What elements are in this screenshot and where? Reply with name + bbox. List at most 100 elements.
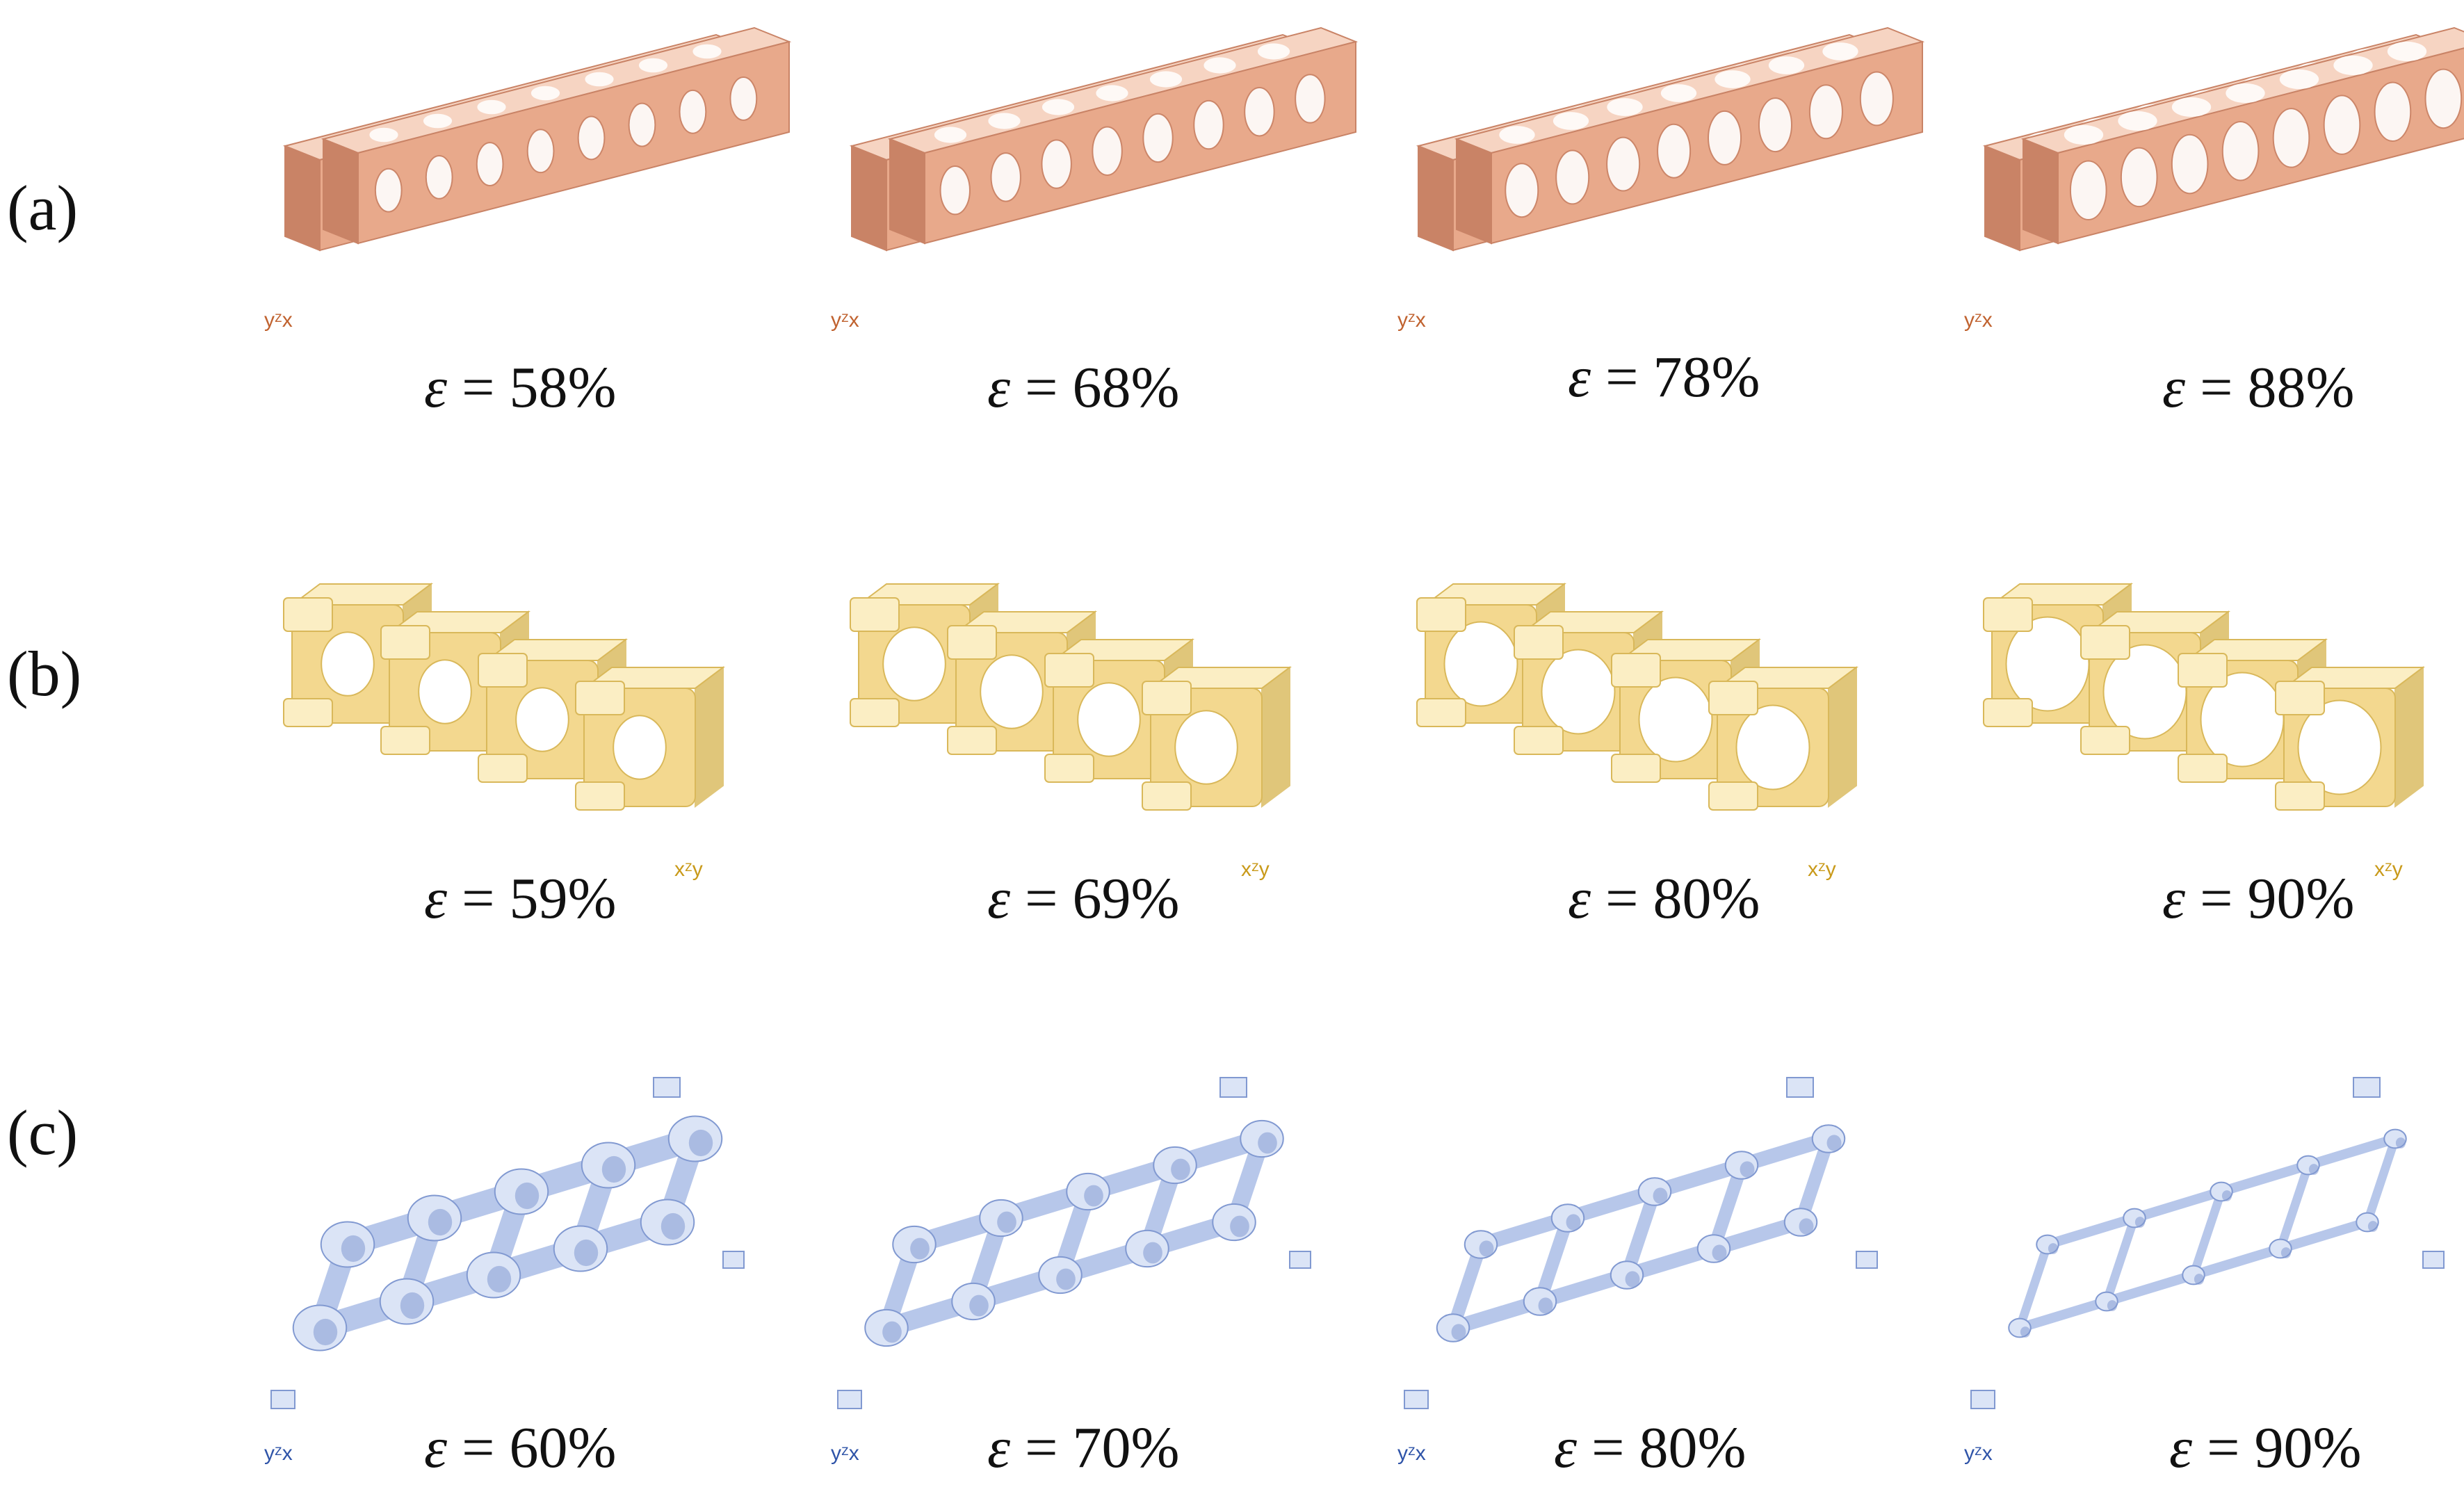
node-block <box>1611 653 1661 688</box>
hole <box>1708 110 1742 165</box>
axis-label: yᶻx <box>264 309 293 332</box>
node-shade <box>2020 1326 2031 1338</box>
hole <box>990 152 1021 202</box>
axis-triad: yᶻx <box>1964 1442 1993 1465</box>
beam-end-face <box>1418 145 1454 252</box>
end-block <box>1289 1251 1311 1269</box>
axis-triad: xᶻy <box>674 858 703 881</box>
caption-a3: ε = 78% <box>1568 345 1760 409</box>
strut <box>2362 1134 2400 1227</box>
hole <box>1149 71 1183 88</box>
lattice-cell <box>2178 638 2328 783</box>
hole <box>1555 149 1590 205</box>
beam-end-face <box>323 138 359 245</box>
node-block <box>575 781 625 811</box>
axis-triad: yᶻx <box>831 309 859 332</box>
hole <box>2120 147 2158 208</box>
node-block <box>850 698 900 727</box>
node-block <box>1142 781 1192 811</box>
strut <box>2276 1160 2313 1253</box>
beam <box>887 26 1359 245</box>
node-block <box>575 681 625 715</box>
axis-triad: xᶻy <box>1241 858 1270 881</box>
node-block <box>2178 653 2228 688</box>
axis-label: xᶻy <box>1808 858 1836 881</box>
node-shade <box>1143 1242 1162 1264</box>
hole <box>2374 81 2412 143</box>
hole <box>628 102 656 147</box>
node-block <box>947 726 997 755</box>
node-block <box>478 653 528 688</box>
node-block <box>283 597 333 632</box>
panel-c3: yᶻx <box>1397 1077 1878 1465</box>
strut <box>2129 1186 2227 1224</box>
node-shade <box>2367 1221 2378 1232</box>
hole <box>1859 71 1894 127</box>
hole <box>638 58 668 73</box>
node-block <box>380 726 430 755</box>
hole <box>692 44 722 59</box>
hole <box>1715 70 1751 88</box>
node-shade <box>1625 1271 1640 1288</box>
hole <box>1505 163 1539 218</box>
node-shade <box>601 1155 626 1183</box>
axis-label: yᶻx <box>1964 1442 1993 1465</box>
node-shade <box>1056 1268 1076 1290</box>
cell-window <box>515 687 569 752</box>
node-shade <box>2395 1137 2406 1149</box>
node-block <box>2080 726 2130 755</box>
row-label-a: (a) <box>7 172 78 243</box>
axis-label: yᶻx <box>1397 1442 1426 1465</box>
cell-window <box>1638 676 1713 763</box>
node-shade <box>514 1182 540 1210</box>
end-block <box>1219 1077 1247 1098</box>
hole <box>988 113 1021 129</box>
node-shade <box>1171 1158 1190 1180</box>
hole <box>526 129 555 174</box>
hole <box>1607 98 1643 116</box>
end-block <box>2353 1077 2381 1098</box>
beam <box>321 26 792 245</box>
panel-a4: yᶻx <box>1964 26 2464 332</box>
hole <box>1041 99 1075 115</box>
node-block <box>1044 653 1094 688</box>
caption-b2: ε = 69% <box>987 866 1179 931</box>
hole <box>2333 55 2373 76</box>
node-block <box>1983 698 2033 727</box>
node-shade <box>313 1318 338 1346</box>
end-block <box>1856 1251 1878 1269</box>
node-shade <box>1084 1185 1103 1207</box>
cell-window <box>1735 704 1810 790</box>
node-block <box>2080 625 2130 660</box>
hole <box>1499 126 1535 144</box>
beam-end-face <box>1984 145 2020 252</box>
panel-grid: yᶻx yᶻx yᶻx yᶻx xᶻy xᶻy xᶻy xᶻy yᶻx yᶻx yᶻx yᶻx <box>264 26 2464 1465</box>
end-block <box>1786 1077 1814 1098</box>
node-block <box>1708 681 1758 715</box>
axis-triad: yᶻx <box>1397 309 1426 332</box>
hole <box>2279 69 2319 90</box>
node-shade <box>2194 1274 2205 1285</box>
node-shade <box>2221 1190 2232 1201</box>
cell-side <box>2394 666 2424 808</box>
node-block <box>947 625 997 660</box>
node-block <box>2275 781 2325 811</box>
strut <box>2303 1133 2401 1171</box>
node-shade <box>688 1129 713 1157</box>
caption-a4: ε = 88% <box>2162 355 2354 420</box>
panel-c2: yᶻx <box>831 1077 1311 1465</box>
node-shade <box>487 1265 512 1293</box>
node-block <box>478 754 528 783</box>
cell-window <box>1077 682 1141 757</box>
node-block <box>1044 754 1094 783</box>
strut <box>2275 1217 2373 1254</box>
node-shade <box>1230 1215 1249 1238</box>
node-shade <box>882 1321 902 1343</box>
hole <box>2064 124 2104 145</box>
node-shade <box>1740 1161 1755 1178</box>
cell-window <box>980 654 1044 729</box>
hole <box>934 127 967 143</box>
caption-c3: ε = 80% <box>1554 1415 1746 1480</box>
panel-c4: yᶻx <box>1964 1077 2445 1465</box>
strut <box>2015 1240 2052 1333</box>
